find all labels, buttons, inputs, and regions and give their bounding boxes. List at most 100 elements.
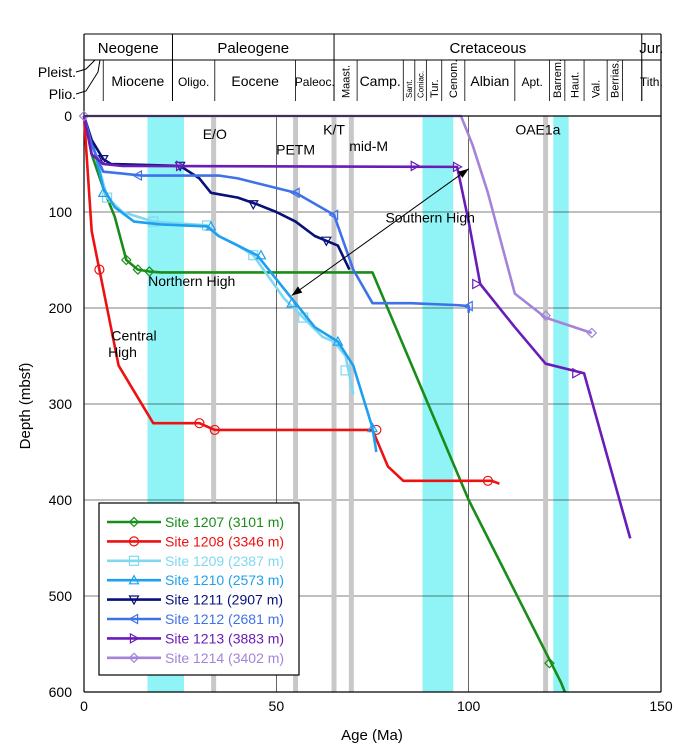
series-marker [320, 236, 332, 247]
series-marker [410, 160, 421, 172]
legend-entry: Site 1207 (3101 m) [165, 514, 284, 530]
epoch-label: Haut. [569, 72, 581, 98]
period-label: Cretaceous [450, 40, 527, 57]
series-marker [247, 200, 259, 211]
epoch-label: Maast. [340, 65, 352, 98]
series-line [82, 115, 500, 485]
plio-pointer [75, 59, 101, 95]
epoch-label: Eocene [231, 73, 279, 89]
event-line [543, 116, 549, 692]
epoch-label: Apt. [521, 75, 542, 89]
series-line [82, 115, 632, 539]
epoch-label: Sant. [405, 79, 414, 98]
y-tick-label: 400 [49, 492, 73, 508]
epoch-label: Barrem. [552, 59, 564, 98]
series-marker [540, 310, 551, 322]
series-marker [472, 278, 483, 290]
legend-entry: Site 1211 (2907 m) [165, 592, 283, 608]
legend-entry: Site 1208 (3346 m) [165, 533, 284, 549]
event-line [348, 116, 354, 692]
legend-entry: Site 1210 (2573 m) [165, 572, 284, 588]
series-marker [175, 160, 186, 172]
epoch-label: Albian [470, 73, 509, 89]
legend-marker [128, 536, 140, 547]
plio-label: Plio. [49, 86, 76, 102]
event-line [211, 116, 217, 692]
x-tick-label: 100 [457, 698, 481, 714]
series-marker [97, 155, 109, 165]
series-marker [205, 220, 217, 231]
epoch-label: Camp. [360, 73, 401, 89]
legend-marker [128, 574, 140, 585]
series-marker [132, 264, 144, 275]
series-marker [462, 300, 473, 312]
series-marker [366, 422, 379, 433]
legend-entry: Site 1212 (2681 m) [165, 611, 284, 627]
series-marker [544, 657, 555, 669]
legend: Site 1207 (3101 m) Site 1208 (3346 m) Site… [98, 502, 300, 676]
geologic-timescale: Neogene Paleogene Cretaceous Jur. Miocene Oli… [38, 33, 663, 692]
series-marker [97, 187, 109, 197]
y-tick-label: 200 [49, 300, 73, 316]
event-label: mid-M [349, 138, 388, 154]
legend-marker [128, 613, 139, 625]
series-marker [194, 418, 205, 429]
southern-high-arrow [291, 168, 469, 296]
region-label: Northern High [148, 273, 235, 289]
legend-marker [128, 652, 140, 664]
event-lines [211, 116, 549, 692]
series-marker [340, 365, 351, 376]
legend-box [98, 502, 300, 676]
series-marker [148, 216, 159, 227]
event-label: E/O [203, 126, 227, 142]
y-tick-label: 0 [64, 108, 72, 124]
series-marker [286, 297, 298, 308]
y-axis-label: Depth (mbsf) [17, 363, 34, 450]
epoch-label: Cenom. [448, 59, 460, 98]
epoch-label: Paleoc. [295, 75, 335, 89]
legend-marker [128, 595, 140, 606]
series-line [82, 115, 378, 453]
arrow-head [291, 286, 303, 296]
series-marker [132, 170, 143, 182]
series-line [82, 115, 470, 313]
series-marker [78, 110, 90, 122]
series-marker [482, 475, 493, 486]
epoch-label: Tur. [429, 79, 441, 98]
pleist-pointer [75, 59, 96, 73]
x-tick-label: 150 [649, 698, 673, 714]
series-marker [586, 327, 598, 339]
event-line [331, 116, 337, 692]
axes: Age (Ma) Depth (mbsf) 0 50 100 150 0 100 200 30… [17, 108, 673, 744]
epoch-label: Coniac. [416, 71, 425, 98]
series-marker [572, 367, 583, 379]
event-line [293, 116, 299, 692]
series-lines [78, 110, 632, 693]
y-tick-label: 100 [49, 204, 73, 220]
region-label: Central [111, 328, 156, 344]
x-tick-label: 50 [269, 698, 285, 714]
series-marker [255, 249, 267, 260]
epoch-label: Val. [590, 80, 602, 98]
legend-entry: Site 1213 (3883 m) [165, 630, 284, 646]
series-marker [120, 254, 132, 266]
event-label: PETM [276, 142, 315, 158]
period-label: Jur. [639, 40, 663, 57]
legend-entry: Site 1214 (3402 m) [165, 650, 284, 666]
series-marker [332, 335, 344, 346]
legend-entry: Site 1209 (2387 m) [165, 553, 284, 569]
epoch-label: Tith. [640, 75, 663, 89]
legend-marker [128, 516, 140, 528]
series-marker [452, 161, 463, 173]
arrow-head [458, 168, 469, 178]
legend-marker [128, 555, 140, 566]
series-marker [289, 187, 300, 199]
epoch-label: Miocene [111, 73, 164, 89]
epoch-label: Oligo. [178, 75, 209, 89]
region-label: Southern High [385, 210, 475, 226]
epoch-label: Berrias. [610, 60, 622, 98]
region-label: High [108, 344, 137, 360]
pleist-label: Pleist. [38, 64, 76, 80]
series-marker [144, 266, 155, 277]
